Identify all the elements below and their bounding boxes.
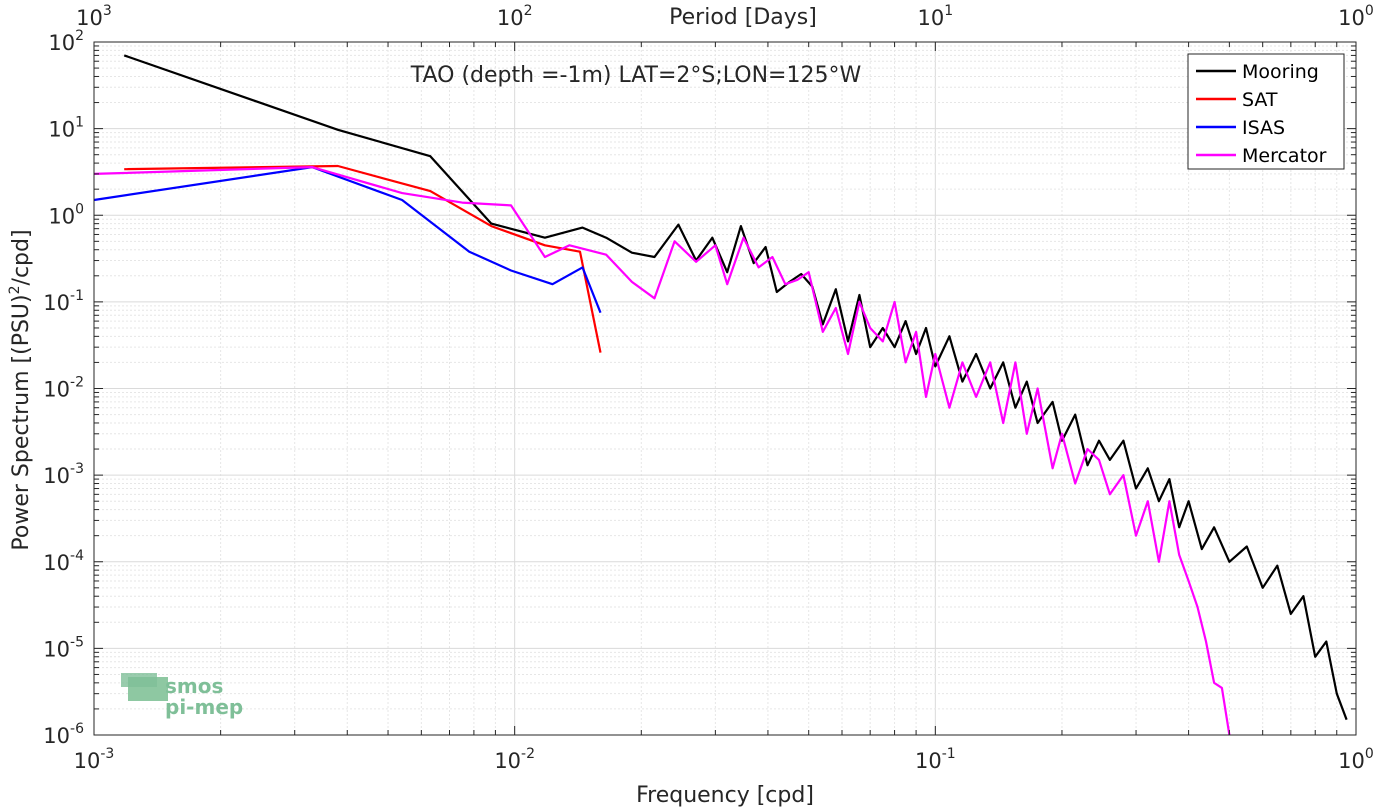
data-series xyxy=(93,54,1348,736)
y-tick-label-base: 10 xyxy=(43,637,70,661)
x-tick-label-base: 10 xyxy=(1338,749,1365,773)
x-tick-label-base: 10 xyxy=(915,749,942,773)
legend-label-sat: SAT xyxy=(1242,89,1278,111)
y-tick-label: 10-4 xyxy=(43,548,84,575)
y-tick-label-base: 10 xyxy=(48,31,75,55)
y-tick-label-exponent: 0 xyxy=(75,201,84,217)
y-tick-label-base: 10 xyxy=(48,118,75,142)
y-axis-label-superscript: 2 xyxy=(7,285,23,294)
top-tick-label-exponent: 3 xyxy=(103,3,112,19)
y-tick-label-exponent: -1 xyxy=(70,288,84,304)
y-tick-label: 100 xyxy=(48,201,84,228)
smos-pi-mep-logo: smos pi-mep xyxy=(121,673,243,719)
y-tick-label: 10-2 xyxy=(43,375,84,402)
y-tick-label-base: 10 xyxy=(43,464,70,488)
y-tick-label-base: 10 xyxy=(43,724,70,748)
chart-title: TAO (depth =-1m) LAT=2°S;LON=125°W xyxy=(410,63,862,88)
top-tick-label-base: 10 xyxy=(497,6,524,30)
y-axis-label: Power Spectrum [(PSU)2/cpd] xyxy=(7,229,34,550)
series-line-mercator xyxy=(93,166,1231,736)
y-tick-label-base: 10 xyxy=(43,291,70,315)
legend: Mooring SAT ISAS Mercator xyxy=(1187,53,1345,170)
top-tick-label-exponent: 2 xyxy=(524,3,533,19)
x-tick-label: 10-1 xyxy=(915,746,956,773)
y-tick-label: 10-6 xyxy=(43,721,84,748)
y-tick-label-base: 10 xyxy=(43,551,70,575)
x-tick-label-exponent: -1 xyxy=(942,746,956,762)
x-axis-label: Frequency [cpd] xyxy=(636,783,814,808)
y-tick-label: 10-1 xyxy=(43,288,84,315)
y-tick-label-exponent: -2 xyxy=(70,375,84,391)
y-tick-label-base: 10 xyxy=(48,204,75,228)
legend-label-mercator: Mercator xyxy=(1242,145,1327,167)
y-tick-label: 10-3 xyxy=(43,461,84,488)
x-tick-label-exponent: -2 xyxy=(521,746,535,762)
x-tick-label: 10-2 xyxy=(494,746,535,773)
y-tick-label: 10-5 xyxy=(43,634,84,661)
logo-graphic xyxy=(121,673,168,701)
y-tick-label: 102 xyxy=(48,28,84,55)
top-tick-label-base: 10 xyxy=(1338,6,1365,30)
legend-label-mooring: Mooring xyxy=(1242,61,1319,83)
top-tick-label: 101 xyxy=(918,3,954,30)
y-axis-label-main: Power Spectrum [(PSU) xyxy=(9,294,34,550)
top-tick-label-exponent: 0 xyxy=(1365,3,1374,19)
y-tick-label-exponent: -6 xyxy=(70,721,84,737)
series-line-mooring xyxy=(123,54,1348,721)
y-tick-label-exponent: -3 xyxy=(70,461,84,477)
top-tick-label-exponent: 1 xyxy=(944,3,953,19)
x-tick-label: 100 xyxy=(1338,746,1374,773)
legend-label-isas: ISAS xyxy=(1242,117,1285,139)
top-tick-label: 102 xyxy=(497,3,533,30)
x-tick-label-base: 10 xyxy=(74,749,101,773)
series-line-sat xyxy=(124,164,602,353)
top-tick-label-base: 10 xyxy=(76,6,103,30)
logo-text-pi-mep: pi-mep xyxy=(165,695,243,719)
y-tick-label-exponent: 1 xyxy=(75,115,84,131)
y-axis-label-tail: /cpd] xyxy=(9,229,34,285)
logo-text-smos: smos xyxy=(165,674,223,698)
top-tick-label: 100 xyxy=(1338,3,1374,30)
legend-box xyxy=(1187,53,1345,170)
x-tick-label-exponent: -3 xyxy=(100,746,114,762)
y-tick-label: 101 xyxy=(48,115,84,142)
y-tick-label-exponent: -5 xyxy=(70,634,84,650)
series-line-isas xyxy=(93,166,602,314)
top-tick-label: 103 xyxy=(76,3,112,30)
y-tick-label-base: 10 xyxy=(43,378,70,402)
x-tick-label-base: 10 xyxy=(494,749,521,773)
top-axis-label: Period [Days] xyxy=(669,5,817,30)
ticks xyxy=(93,41,1357,736)
y-tick-label-exponent: -4 xyxy=(70,548,84,564)
y-tick-label-exponent: 2 xyxy=(75,28,84,44)
top-tick-label-base: 10 xyxy=(918,6,945,30)
grid xyxy=(93,42,1356,736)
x-tick-label: 10-3 xyxy=(74,746,115,773)
x-tick-label-exponent: 0 xyxy=(1365,746,1374,762)
